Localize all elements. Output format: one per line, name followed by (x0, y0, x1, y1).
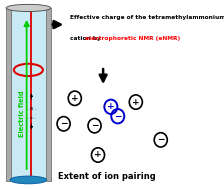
Text: −: − (114, 112, 121, 121)
Text: +: + (132, 98, 140, 107)
Text: −: − (60, 119, 67, 128)
Bar (11, 8, 46, 181)
Text: - a -: - a - (27, 116, 36, 120)
Text: −: − (157, 135, 164, 144)
Text: Extent of ion pairing: Extent of ion pairing (58, 172, 155, 181)
Text: electrophoretic NMR (eNMR): electrophoretic NMR (eNMR) (85, 36, 180, 41)
Bar (6, 8, 11, 181)
Text: Electric field: Electric field (19, 90, 25, 137)
Text: cation by: cation by (70, 36, 103, 41)
Text: +: + (94, 150, 102, 160)
Text: −: − (91, 121, 98, 130)
Ellipse shape (6, 4, 51, 12)
Bar (46, 8, 51, 181)
Text: Effective charge of the tetramethylammonium: Effective charge of the tetramethylammon… (70, 15, 224, 20)
Text: +: + (107, 102, 115, 111)
Text: +: + (71, 94, 79, 103)
Text: - N -: - N - (27, 107, 36, 111)
Ellipse shape (10, 176, 47, 184)
